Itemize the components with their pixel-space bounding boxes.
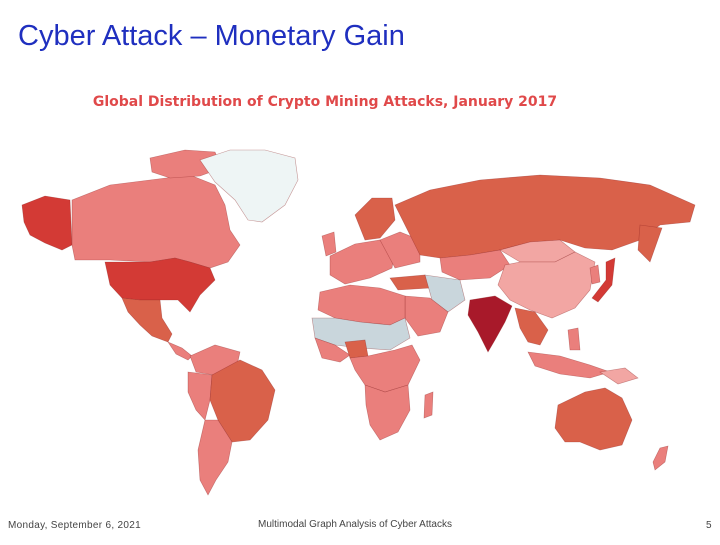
- map-title: Global Distribution of Crypto Mining Att…: [92, 94, 558, 110]
- region-china: [497, 251, 596, 319]
- region-papua: [599, 367, 639, 385]
- region-australia: [554, 387, 633, 451]
- region-central-africa: [349, 344, 421, 393]
- slide-title: Cyber Attack – Monetary Gain: [18, 20, 405, 52]
- region-turkey: [389, 274, 431, 291]
- region-scandinavia: [354, 197, 396, 241]
- region-uk: [321, 231, 337, 257]
- region-kazakhstan: [439, 249, 511, 281]
- page-number: 5: [706, 520, 712, 531]
- region-west-africa: [314, 337, 351, 363]
- footer-date: Monday, September 6, 2021: [8, 520, 141, 531]
- region-japan: [591, 257, 616, 303]
- region-mexico: [121, 297, 173, 343]
- region-sahel: [311, 317, 411, 351]
- region-philippines: [567, 327, 581, 351]
- region-new-zealand: [652, 445, 669, 471]
- region-southern-africa: [364, 384, 411, 441]
- region-korea: [589, 264, 601, 285]
- region-argentina-chile: [197, 419, 233, 496]
- region-iran-area: [424, 274, 466, 313]
- region-madagascar: [423, 391, 434, 419]
- region-western-europe: [329, 239, 396, 285]
- region-kamchatka: [637, 224, 663, 263]
- region-india: [467, 295, 513, 353]
- region-central-america: [167, 341, 193, 361]
- region-alaska: [21, 195, 73, 251]
- footer-title: Multimodal Graph Analysis of Cyber Attac…: [258, 519, 452, 530]
- region-peru-andes: [187, 371, 213, 421]
- region-brazil: [209, 359, 276, 443]
- region-southeast-asia: [514, 307, 549, 346]
- region-greenland: [199, 149, 299, 223]
- region-canada: [71, 174, 241, 269]
- region-indonesia: [527, 351, 611, 379]
